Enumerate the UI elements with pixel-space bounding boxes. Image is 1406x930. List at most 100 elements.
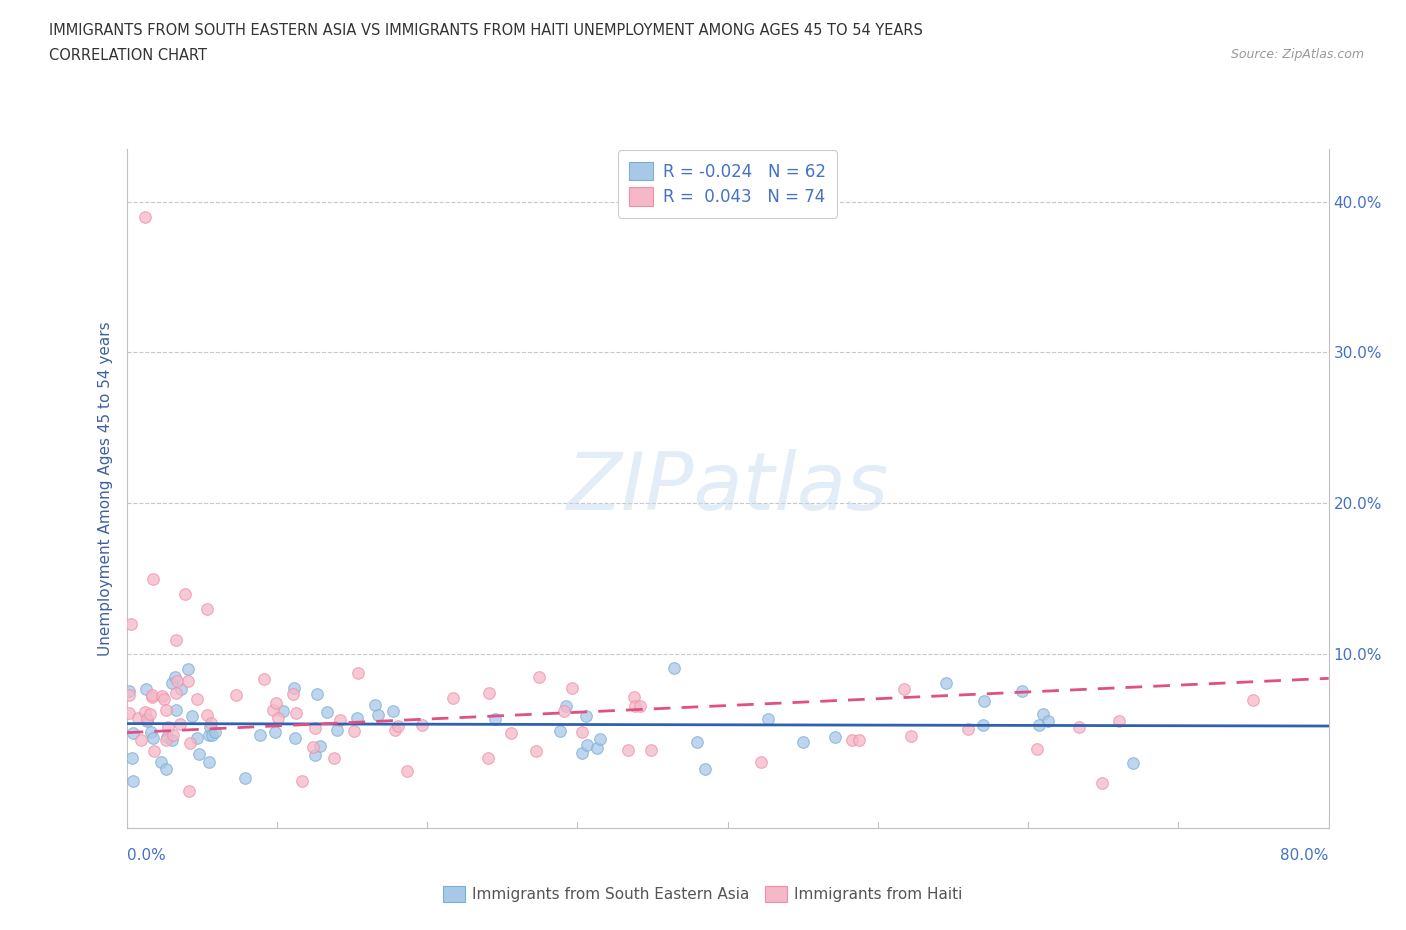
- Point: [153, 691, 176, 706]
- Point: [623, 698, 645, 713]
- Point: [142, 571, 165, 586]
- Point: [155, 703, 177, 718]
- Point: [253, 671, 276, 686]
- Point: [477, 751, 499, 765]
- Point: [177, 784, 200, 799]
- Point: [263, 724, 285, 739]
- Point: [267, 711, 290, 725]
- Point: [186, 691, 208, 706]
- Point: [156, 720, 179, 735]
- Point: [441, 690, 464, 705]
- Point: [1091, 776, 1114, 790]
- Text: Source: ZipAtlas.com: Source: ZipAtlas.com: [1230, 48, 1364, 61]
- Text: CORRELATION CHART: CORRELATION CHART: [49, 48, 207, 63]
- Point: [139, 724, 162, 739]
- Point: [197, 754, 219, 769]
- Point: [233, 770, 256, 785]
- Point: [304, 748, 326, 763]
- Point: [166, 674, 188, 689]
- Point: [135, 682, 157, 697]
- Text: 0.0%: 0.0%: [127, 848, 166, 863]
- Point: [323, 751, 346, 765]
- Point: [179, 736, 201, 751]
- Point: [150, 688, 173, 703]
- Point: [155, 761, 177, 776]
- Point: [841, 732, 863, 747]
- Point: [381, 704, 404, 719]
- Point: [141, 687, 163, 702]
- Point: [367, 708, 389, 723]
- Point: [118, 684, 141, 698]
- Point: [169, 717, 191, 732]
- Point: [363, 698, 385, 712]
- Point: [118, 706, 141, 721]
- Point: [285, 705, 308, 720]
- Point: [329, 713, 352, 728]
- Point: [201, 728, 224, 743]
- Point: [972, 718, 994, 733]
- Point: [302, 739, 325, 754]
- Point: [135, 711, 157, 726]
- Point: [553, 703, 575, 718]
- Point: [141, 730, 163, 745]
- Point: [156, 730, 179, 745]
- Point: [756, 712, 779, 727]
- Point: [188, 747, 211, 762]
- Point: [180, 709, 202, 724]
- Point: [1036, 714, 1059, 729]
- Point: [139, 707, 162, 722]
- Point: [136, 713, 159, 728]
- Point: [162, 727, 184, 742]
- Point: [893, 682, 915, 697]
- Point: [1069, 720, 1091, 735]
- Point: [588, 732, 610, 747]
- Point: [170, 682, 193, 697]
- Point: [1122, 756, 1144, 771]
- Point: [307, 687, 329, 702]
- Point: [225, 688, 247, 703]
- Point: [155, 733, 177, 748]
- Point: [304, 720, 326, 735]
- Point: [134, 209, 156, 224]
- Point: [122, 725, 145, 740]
- Point: [1108, 714, 1130, 729]
- Point: [200, 715, 222, 730]
- Point: [411, 717, 433, 732]
- Point: [249, 727, 271, 742]
- Point: [165, 633, 187, 648]
- Point: [149, 754, 172, 769]
- Legend: Immigrants from South Eastern Asia, Immigrants from Haiti: Immigrants from South Eastern Asia, Immi…: [437, 880, 969, 909]
- Point: [1241, 693, 1264, 708]
- Point: [555, 698, 578, 713]
- Text: 80.0%: 80.0%: [1281, 848, 1329, 863]
- Point: [824, 730, 846, 745]
- Point: [174, 587, 197, 602]
- Point: [160, 732, 183, 747]
- Legend: R = -0.024   N = 62, R =  0.043   N = 74: R = -0.024 N = 62, R = 0.043 N = 74: [617, 151, 838, 218]
- Point: [575, 709, 598, 724]
- Point: [165, 702, 187, 717]
- Point: [165, 670, 187, 684]
- Point: [387, 718, 409, 733]
- Point: [1026, 741, 1049, 756]
- Point: [617, 742, 640, 757]
- Point: [623, 690, 645, 705]
- Point: [586, 740, 609, 755]
- Point: [143, 744, 166, 759]
- Point: [395, 764, 418, 778]
- Point: [973, 694, 995, 709]
- Point: [134, 705, 156, 720]
- Point: [848, 733, 870, 748]
- Point: [195, 707, 218, 722]
- Point: [347, 666, 370, 681]
- Point: [291, 774, 314, 789]
- Point: [957, 722, 980, 737]
- Point: [478, 685, 501, 700]
- Point: [309, 738, 332, 753]
- Point: [640, 743, 662, 758]
- Point: [935, 675, 957, 690]
- Point: [524, 744, 547, 759]
- Point: [900, 728, 922, 743]
- Point: [118, 688, 141, 703]
- Point: [262, 702, 284, 717]
